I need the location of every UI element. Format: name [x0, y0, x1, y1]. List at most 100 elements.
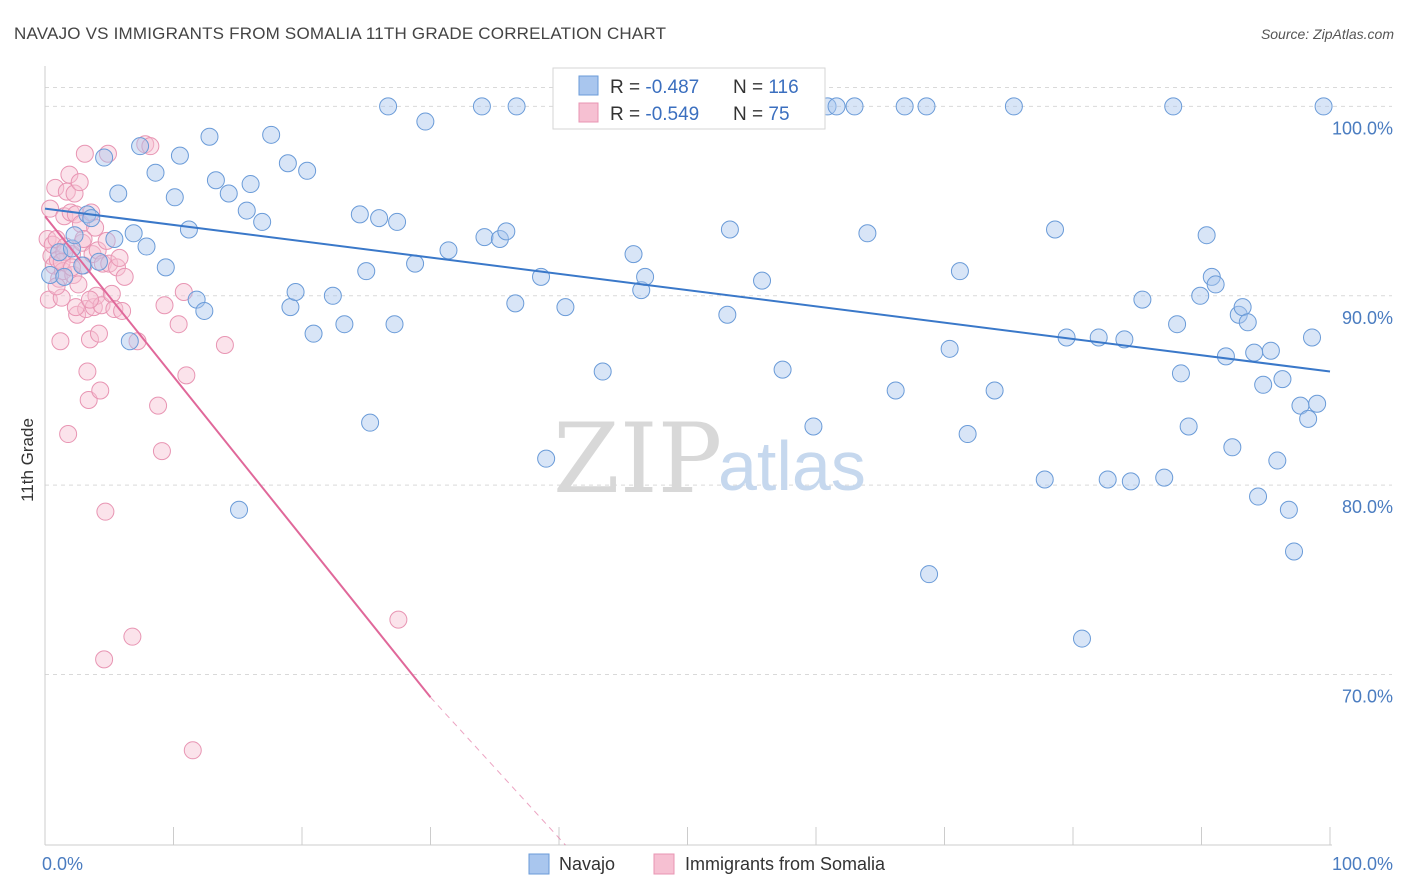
legend-n-value: 116: [768, 77, 798, 98]
navajo-point: [886, 381, 905, 400]
somalia-point: [51, 332, 70, 351]
navajo-point: [262, 125, 281, 144]
navajo-point: [920, 565, 939, 584]
somalia-point: [123, 627, 142, 646]
legend-r-label: R =: [610, 77, 645, 98]
navajo-point: [304, 324, 323, 343]
navajo-point: [1179, 417, 1198, 436]
navajo-point: [1233, 298, 1252, 317]
legend-r-label: R =: [610, 104, 645, 125]
navajo-point: [65, 226, 84, 245]
somalia-point: [89, 324, 108, 343]
navajo-point: [131, 137, 150, 156]
navajo-point: [1197, 226, 1216, 245]
navajo-point: [357, 262, 376, 281]
bottom-legend-somalia: Immigrants from Somalia: [685, 854, 886, 874]
navajo-point: [472, 97, 491, 116]
navajo-point: [298, 161, 317, 180]
navajo-point: [804, 417, 823, 436]
navajo-point: [1121, 472, 1140, 491]
navajo-point: [195, 301, 214, 320]
navajo-point: [41, 265, 60, 284]
somalia-point: [169, 315, 188, 334]
navajo-point: [720, 220, 739, 239]
y-tick-label: 100.0%: [1332, 118, 1393, 138]
somalia-points: [38, 135, 408, 760]
somalia-point: [96, 502, 115, 521]
navajo-point: [1115, 330, 1134, 349]
somalia-point: [65, 184, 84, 203]
somalia-point: [183, 741, 202, 760]
watermark: ZIP atlas: [553, 403, 866, 515]
somalia-point: [80, 290, 99, 309]
navajo-point: [241, 175, 260, 194]
navajo-point: [388, 212, 407, 231]
navajo-point: [773, 360, 792, 379]
legend-n-label: N =: [733, 77, 768, 98]
navajo-point: [89, 252, 108, 271]
navajo-point: [1254, 375, 1273, 394]
somalia-point: [52, 288, 71, 307]
navajo-point: [632, 281, 651, 300]
navajo-point: [165, 188, 184, 207]
navajo-point: [350, 205, 369, 224]
navajo-point: [55, 267, 74, 286]
svg-text:N = 116: N = 116: [733, 77, 799, 98]
somalia-point: [102, 284, 121, 303]
svg-text:N = 75: N = 75: [733, 104, 790, 125]
navajo-point: [370, 209, 389, 228]
navajo-point: [439, 241, 458, 260]
navajo-point: [593, 362, 612, 381]
navajo-point: [1268, 451, 1287, 470]
navajo-point: [895, 97, 914, 116]
navajo-point: [253, 212, 272, 231]
navajo-point: [1216, 347, 1235, 366]
navajo-point: [1168, 315, 1187, 334]
legend-box: R = -0.487 N = 116 R = -0.549 N = 75: [552, 67, 826, 130]
somalia-point: [71, 214, 90, 233]
navajo-point: [1072, 629, 1091, 648]
navajo-point: [146, 163, 165, 182]
somalia-point: [80, 330, 99, 349]
somalia-point: [69, 275, 88, 294]
watermark-atlas: atlas: [718, 427, 866, 505]
bottom-legend: Navajo Immigrants from Somalia: [528, 853, 886, 875]
navajo-point: [985, 381, 1004, 400]
navajo-point: [1191, 286, 1210, 305]
navajo-point: [95, 148, 114, 167]
somalia-point: [155, 296, 174, 315]
somalia-point: [152, 442, 171, 461]
grid-lines: [45, 86, 1392, 676]
navajo-point: [230, 500, 249, 519]
somalia-point: [66, 298, 85, 317]
navajo-point: [1261, 341, 1280, 360]
navajo-point: [1314, 97, 1333, 116]
navajo-point: [1004, 97, 1023, 116]
somalia-point: [64, 265, 83, 284]
navajo-point: [1279, 500, 1298, 519]
axes: [44, 66, 1332, 846]
navajo-point: [219, 184, 238, 203]
somalia-point: [97, 231, 116, 250]
bottom-legend-navajo: Navajo: [559, 854, 615, 874]
somalia-point: [60, 165, 79, 184]
navajo-point: [753, 271, 772, 290]
navajo-point: [361, 413, 380, 432]
navajo-point: [958, 425, 977, 444]
navajo-point: [170, 146, 189, 165]
navajo-point: [858, 224, 877, 243]
navajo-point: [286, 283, 305, 302]
somalia-point: [47, 277, 66, 296]
navajo-point: [556, 298, 575, 317]
y-tick-label: 80.0%: [1342, 497, 1393, 517]
x-tick-label: 100.0%: [1332, 854, 1393, 874]
x-tick-labels: 0.0% 100.0%: [42, 854, 1393, 874]
bottom-legend-swatch-navajo: [528, 853, 550, 875]
navajo-point: [950, 262, 969, 281]
navajo-point: [124, 224, 143, 243]
somalia-trend-line: [44, 215, 432, 698]
legend-swatch-somalia: [578, 102, 599, 123]
navajo-point: [416, 112, 435, 131]
navajo-point: [105, 229, 124, 248]
